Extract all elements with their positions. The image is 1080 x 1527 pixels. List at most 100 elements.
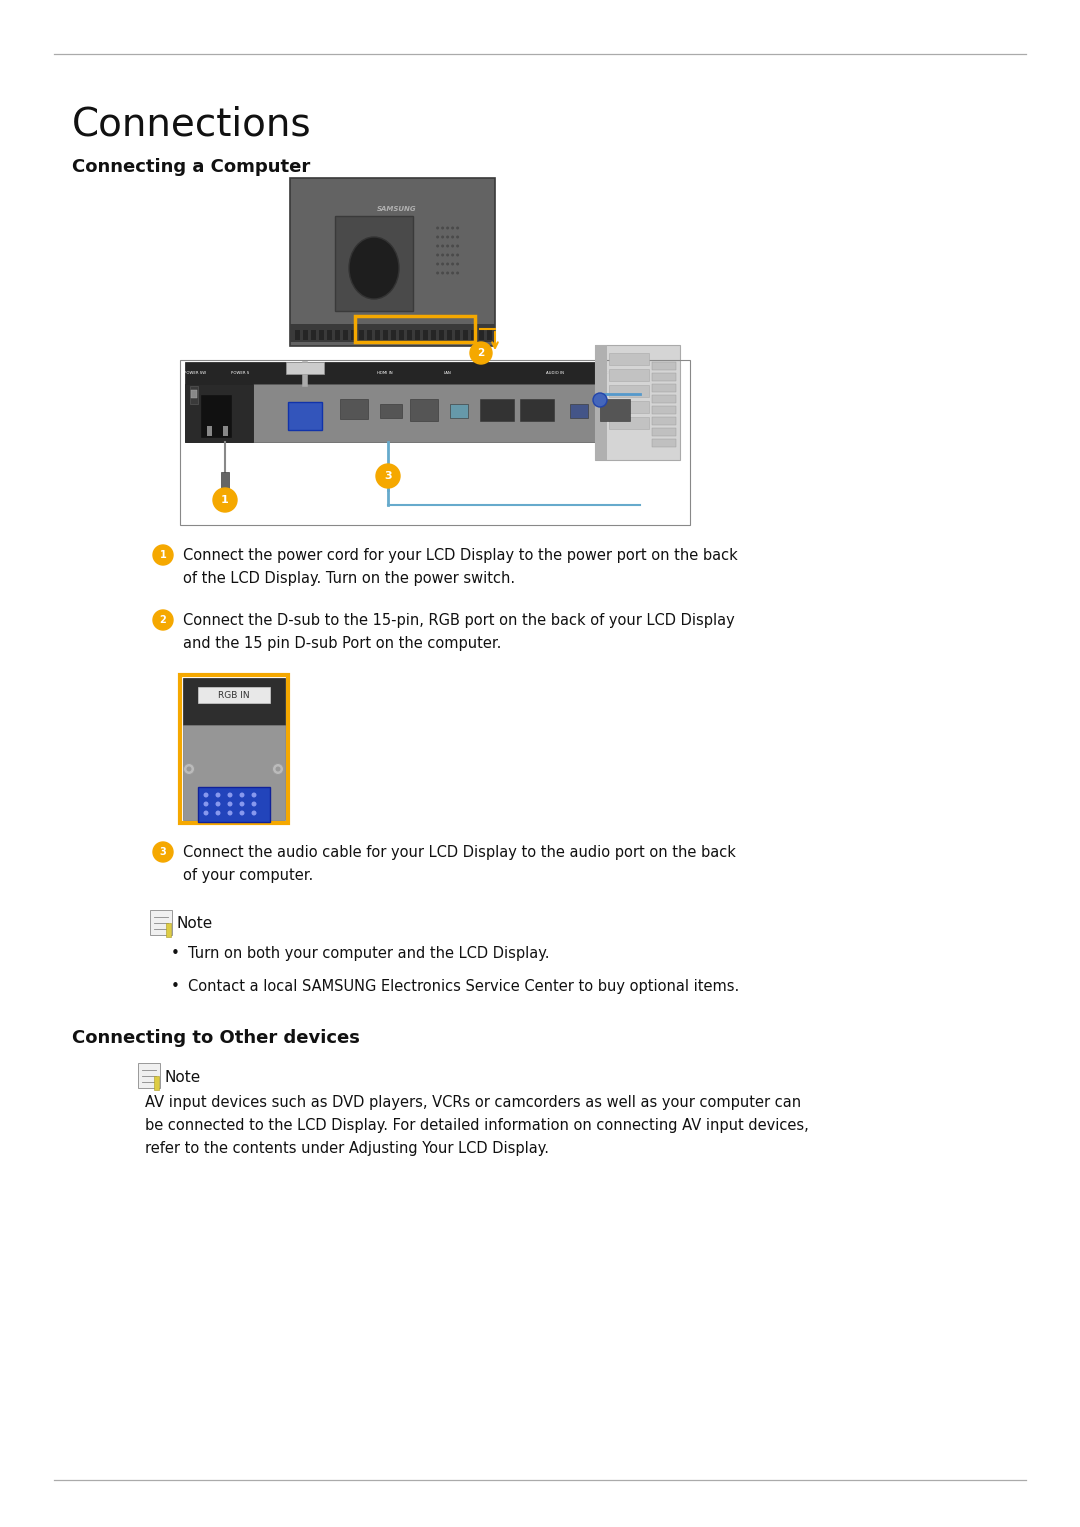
Bar bbox=[180, 360, 690, 525]
Bar bbox=[380, 405, 402, 418]
Circle shape bbox=[436, 272, 440, 275]
Bar bbox=[295, 330, 300, 341]
Bar bbox=[391, 330, 396, 341]
Bar bbox=[343, 330, 348, 341]
Circle shape bbox=[187, 767, 191, 771]
Bar bbox=[183, 725, 285, 820]
Bar bbox=[652, 406, 676, 414]
Circle shape bbox=[216, 811, 220, 815]
Circle shape bbox=[436, 244, 440, 247]
Bar bbox=[150, 910, 172, 935]
Circle shape bbox=[213, 489, 237, 512]
Text: LH23-SERIES: LH23-SERIES bbox=[603, 371, 627, 376]
Circle shape bbox=[451, 244, 454, 247]
Text: Connecting a Computer: Connecting a Computer bbox=[72, 157, 310, 176]
Circle shape bbox=[228, 793, 232, 797]
Bar bbox=[367, 330, 372, 341]
Ellipse shape bbox=[349, 237, 399, 299]
Bar bbox=[463, 330, 468, 341]
Circle shape bbox=[456, 235, 459, 238]
Circle shape bbox=[451, 235, 454, 238]
Bar bbox=[487, 330, 492, 341]
Bar bbox=[198, 687, 270, 702]
Circle shape bbox=[451, 253, 454, 257]
Circle shape bbox=[153, 545, 173, 565]
Circle shape bbox=[441, 253, 444, 257]
Circle shape bbox=[446, 226, 449, 229]
Bar bbox=[480, 399, 514, 421]
Circle shape bbox=[203, 811, 208, 815]
Circle shape bbox=[446, 244, 449, 247]
Circle shape bbox=[252, 793, 257, 797]
Bar bbox=[198, 786, 270, 822]
Circle shape bbox=[252, 811, 257, 815]
Circle shape bbox=[153, 841, 173, 863]
Bar bbox=[327, 330, 332, 341]
Bar bbox=[652, 428, 676, 437]
Bar bbox=[471, 330, 476, 341]
Bar bbox=[438, 330, 444, 341]
Text: 3: 3 bbox=[384, 470, 392, 481]
Bar bbox=[335, 330, 340, 341]
Circle shape bbox=[272, 764, 283, 774]
Bar bbox=[652, 383, 676, 392]
Circle shape bbox=[436, 263, 440, 266]
Bar bbox=[359, 330, 364, 341]
Text: AUDIO IN: AUDIO IN bbox=[546, 371, 564, 376]
Circle shape bbox=[441, 244, 444, 247]
Bar bbox=[652, 438, 676, 447]
Bar bbox=[652, 417, 676, 425]
Bar bbox=[431, 330, 436, 341]
Circle shape bbox=[456, 244, 459, 247]
Bar bbox=[207, 426, 212, 437]
Circle shape bbox=[456, 263, 459, 266]
Circle shape bbox=[252, 802, 257, 806]
Bar bbox=[609, 385, 649, 397]
Bar bbox=[383, 330, 388, 341]
Bar bbox=[423, 330, 428, 341]
Text: 2: 2 bbox=[160, 615, 166, 625]
Circle shape bbox=[470, 342, 492, 363]
Text: RGB IN: RGB IN bbox=[298, 371, 312, 376]
Bar bbox=[288, 402, 322, 431]
Bar bbox=[154, 1077, 159, 1090]
Bar bbox=[340, 399, 368, 418]
Bar bbox=[480, 330, 484, 341]
Text: Note: Note bbox=[165, 1069, 201, 1084]
Bar bbox=[180, 675, 288, 823]
Bar bbox=[335, 215, 413, 312]
Bar bbox=[570, 405, 588, 418]
Bar bbox=[138, 1063, 160, 1089]
Text: POWER SW: POWER SW bbox=[184, 371, 206, 376]
Bar bbox=[450, 405, 468, 418]
Text: Connect the power cord for your LCD Display to the power port on the back
of the: Connect the power cord for your LCD Disp… bbox=[183, 548, 738, 586]
Bar bbox=[351, 330, 356, 341]
Circle shape bbox=[436, 253, 440, 257]
Circle shape bbox=[451, 226, 454, 229]
Bar bbox=[410, 399, 438, 421]
Circle shape bbox=[456, 272, 459, 275]
Circle shape bbox=[376, 464, 400, 489]
Bar bbox=[355, 316, 475, 342]
Circle shape bbox=[153, 609, 173, 631]
Text: Connect the audio cable for your LCD Display to the audio port on the back
of yo: Connect the audio cable for your LCD Dis… bbox=[183, 844, 735, 883]
Circle shape bbox=[228, 802, 232, 806]
Circle shape bbox=[446, 253, 449, 257]
Bar bbox=[191, 389, 197, 399]
Bar bbox=[519, 399, 554, 421]
Text: HDMI IN: HDMI IN bbox=[377, 371, 393, 376]
Text: POWER S: POWER S bbox=[231, 371, 249, 376]
Circle shape bbox=[240, 811, 244, 815]
Bar bbox=[221, 472, 229, 490]
Text: LAN: LAN bbox=[444, 371, 451, 376]
Bar bbox=[455, 330, 460, 341]
Text: •: • bbox=[171, 947, 180, 960]
Circle shape bbox=[441, 272, 444, 275]
Bar bbox=[222, 426, 228, 437]
Circle shape bbox=[451, 272, 454, 275]
Circle shape bbox=[593, 392, 607, 408]
Circle shape bbox=[451, 263, 454, 266]
Bar bbox=[183, 678, 285, 725]
Text: 3: 3 bbox=[160, 847, 166, 857]
Bar bbox=[609, 370, 649, 382]
